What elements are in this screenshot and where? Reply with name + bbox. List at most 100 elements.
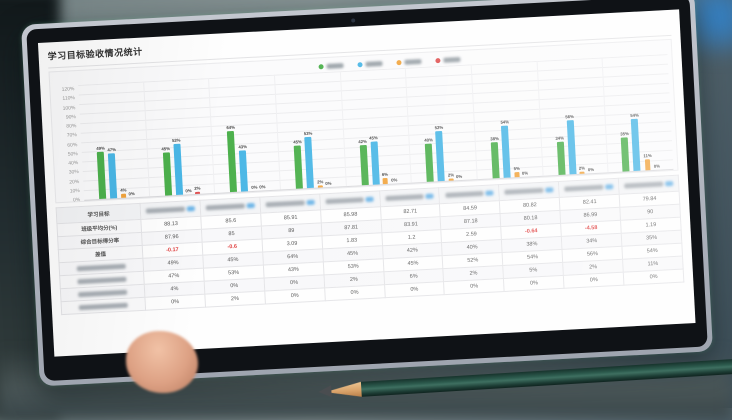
cell-value: 83.91 [404, 221, 418, 228]
bar-value-label: 49% [96, 146, 105, 152]
cell-value: 56% [587, 251, 598, 258]
table-cell: 0% [444, 278, 504, 294]
cell-value: 85.98 [343, 212, 357, 219]
bar-value-label: 0% [128, 192, 134, 197]
cell-value: 35% [646, 235, 657, 242]
cell-value: 53% [228, 270, 239, 277]
cell-value: 42% [407, 247, 418, 254]
legend-item-series-red[interactable] [435, 56, 460, 62]
cell-value: 0% [530, 280, 538, 286]
y-axis-tick-label: 40% [68, 161, 78, 167]
cell-value: 0% [590, 277, 598, 283]
bar-value-label: 45% [369, 136, 378, 142]
pencil-graphite-tip [318, 384, 332, 400]
y-axis-tick-label: 30% [69, 170, 79, 176]
cell-value: 54% [647, 248, 658, 255]
cell-value: 5% [529, 267, 537, 273]
goal-name-blurred [321, 196, 378, 204]
table-cell: 0% [623, 269, 683, 285]
y-axis-tick-label: 80% [66, 124, 76, 130]
bar-series-green [360, 145, 369, 186]
bar-group: 45%53%2%0% [274, 71, 346, 189]
bar-value-label: 0% [259, 185, 265, 190]
bar-series-blue [631, 119, 641, 171]
cell-value: 85 [228, 231, 234, 237]
legend-dot-icon [357, 62, 362, 67]
blur-bar [624, 182, 663, 189]
cell-value: 0% [171, 299, 179, 305]
bar-value-label: 0% [391, 178, 397, 183]
blur-bar [325, 197, 364, 204]
bar-series-blue [370, 141, 379, 184]
bar-group: 38%54%5%0% [471, 61, 543, 179]
cell-value: -0.6 [227, 244, 237, 250]
table-cell: 0% [324, 285, 384, 301]
legend-item-series-blue[interactable] [357, 61, 382, 67]
webcam-dot [351, 18, 355, 22]
cell-value: -0.64 [525, 228, 538, 235]
bar-value-label: 2% [317, 180, 323, 185]
laptop: 学习目标验收情况统计 120%110%100%90%80%70%60%50%40… [21, 0, 713, 386]
bar-value-label: 56% [566, 115, 575, 121]
cell-value: 45% [407, 260, 418, 267]
bar-group: 40%52%2%0% [405, 64, 477, 182]
cell-value: 64% [287, 254, 298, 261]
bar-value-label: 53% [303, 131, 312, 137]
bar-value-label: 0% [522, 171, 528, 176]
bar-value-label: 64% [226, 125, 235, 131]
bar-value-label: 0% [587, 168, 593, 173]
cell-value: 1.2 [408, 235, 416, 241]
bar-value-label: 53% [172, 138, 181, 144]
bar-series-red [195, 192, 200, 194]
cell-value: 0% [649, 274, 657, 280]
table-cell: 0% [564, 272, 624, 288]
goal-name-blurred [441, 190, 498, 198]
bar-value-label: 34% [556, 136, 565, 142]
cell-value: 40% [466, 244, 477, 251]
table-cell: 0% [504, 275, 564, 291]
cell-value: 0% [410, 286, 418, 292]
bar-series-orange [514, 172, 519, 177]
blur-link [246, 203, 254, 208]
bar-group: 64%43%0%0% [208, 75, 280, 193]
bar-group: 34%56%2%0% [536, 58, 608, 176]
cell-value: 0% [290, 280, 298, 286]
bar-series-blue [436, 131, 446, 181]
bar-value-label: 0% [456, 174, 462, 179]
bar-value-label: 0% [186, 189, 192, 194]
cell-value: 90 [647, 209, 653, 215]
table-cell: 0% [145, 294, 205, 310]
goal-name-blurred [620, 181, 677, 189]
cell-value: -4.58 [585, 225, 598, 232]
cell-value: -0.17 [166, 247, 179, 254]
legend-dot-icon [396, 60, 401, 65]
bar-series-green [97, 152, 106, 199]
y-axis-tick-label: 70% [67, 133, 77, 139]
cell-value: 86.99 [583, 212, 597, 219]
bar-series-blue [173, 144, 183, 195]
blur-link [486, 190, 494, 195]
legend-item-series-orange[interactable] [396, 58, 421, 64]
bar-series-green [621, 138, 630, 172]
bar-value-label: 45% [162, 147, 171, 153]
goal-name-blurred [560, 184, 617, 192]
blur-bar [146, 207, 185, 214]
cell-value: 87.96 [165, 234, 179, 241]
bar-value-label: 11% [643, 154, 652, 160]
legend-label-blurred [404, 58, 421, 64]
bar-value-label: 42% [358, 139, 367, 145]
blur-link [306, 200, 314, 205]
cell-value: 45% [347, 251, 358, 258]
bar-group: 42%45%6%0% [340, 68, 412, 186]
cell-value: 47% [168, 273, 179, 280]
bar-value-label: 2% [194, 186, 200, 191]
bar-value-label: 0% [325, 181, 331, 186]
bar-series-blue [304, 137, 314, 188]
bar-series-blue [108, 153, 117, 198]
goal-name-blurred [501, 187, 558, 195]
pencil-wood-cone [331, 382, 362, 399]
legend-item-series-green[interactable] [318, 63, 343, 69]
bar-value-label: 52% [435, 126, 444, 132]
cell-value: 0% [470, 283, 478, 289]
cell-value: 85.91 [284, 215, 298, 222]
